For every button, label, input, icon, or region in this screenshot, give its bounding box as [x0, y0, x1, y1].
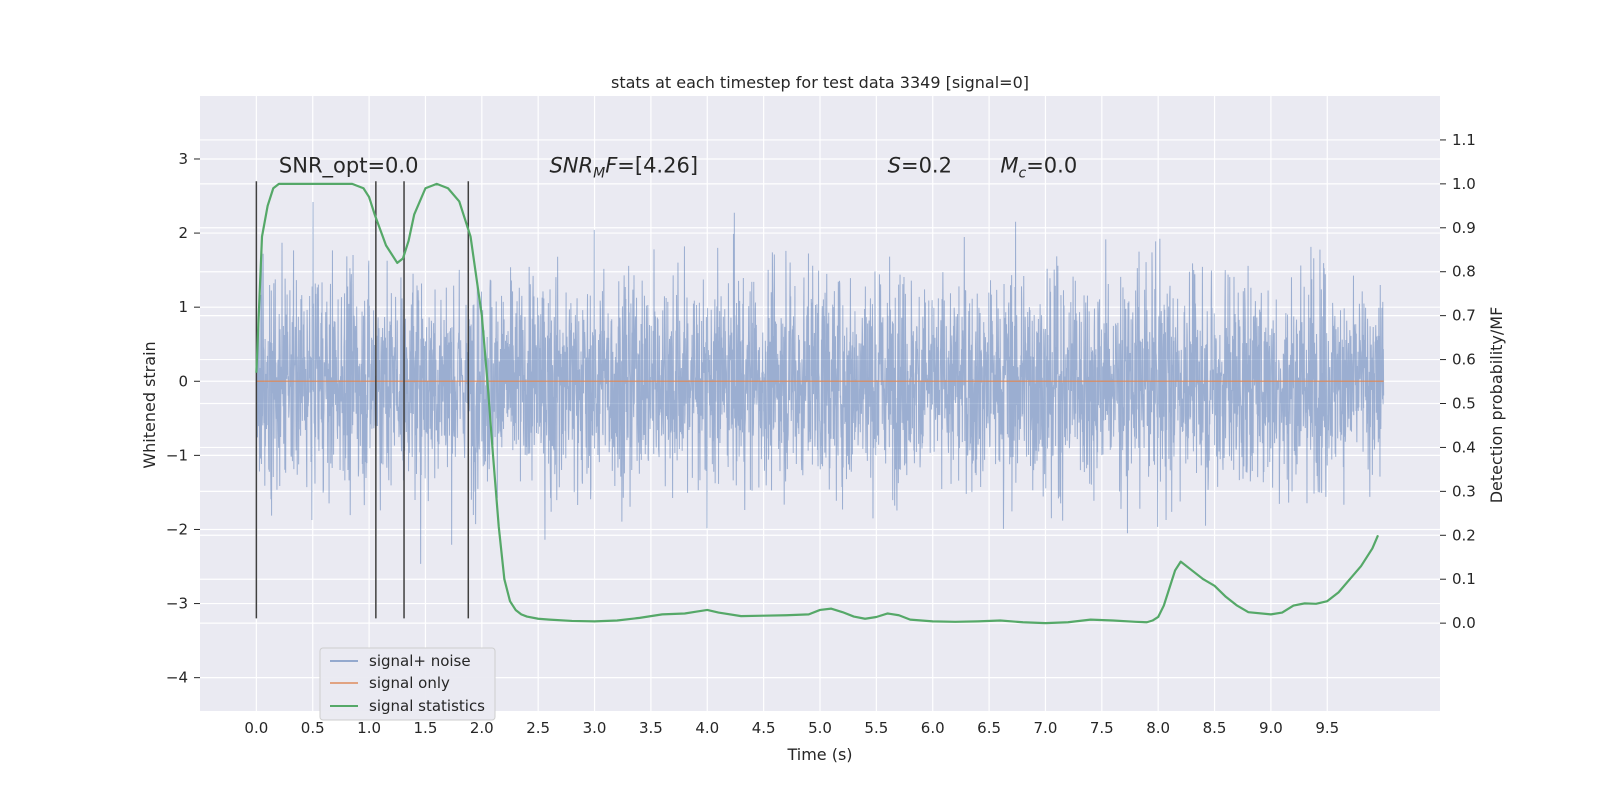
annotation-main: SNR	[549, 153, 593, 177]
y-left-tick-label: 2	[178, 224, 188, 242]
x-tick-label: 5.0	[808, 719, 832, 737]
y-left-tick-label: −1	[166, 446, 188, 464]
y-left-tick-label: −2	[166, 520, 188, 538]
x-tick-label: 2.0	[470, 719, 494, 737]
annotation-text: SNR_opt=0.0	[279, 153, 419, 178]
legend-box	[319, 647, 496, 721]
y-axis-right-label: Detection probability/MF	[1487, 307, 1506, 504]
annotation-main: S	[888, 153, 901, 177]
annotation-main: M	[1000, 153, 1018, 177]
x-tick-label: 0.0	[244, 719, 268, 737]
y-right-tick-label: 0.5	[1452, 395, 1476, 413]
x-tick-label: 0.5	[301, 719, 325, 737]
x-tick-label: 8.5	[1203, 719, 1227, 737]
y-right-tick-label: 0.0	[1452, 614, 1476, 632]
annotations: SNR_opt=0.0 SNRMF=[4.26] S=0.2 Mc=0.0	[279, 153, 1077, 181]
y-right-tick-label: 1.0	[1452, 175, 1476, 193]
annotation-suffix-italic: F	[605, 153, 618, 177]
y-right-tick-label: 1.1	[1452, 131, 1476, 149]
x-tick-label: 1.0	[357, 719, 381, 737]
x-tick-label: 6.5	[977, 719, 1001, 737]
y-left-tick-label: 0	[178, 372, 188, 390]
y-right-tick-label: 0.6	[1452, 351, 1476, 369]
x-tick-label: 7.5	[1090, 719, 1114, 737]
y-left-tick-label: 1	[178, 298, 188, 316]
y-right-tick-label: 0.9	[1452, 219, 1476, 237]
annotation-suffix: =0.0	[1026, 153, 1077, 177]
chart-title: stats at each timestep for test data 334…	[611, 73, 1029, 92]
x-tick-label: 4.5	[752, 719, 776, 737]
y-left-tick-label: 3	[178, 150, 188, 168]
x-tick-label: 9.0	[1259, 719, 1283, 737]
x-tick-label: 9.5	[1315, 719, 1339, 737]
annotation-subscript: c	[1018, 165, 1026, 181]
noise-line	[255, 201, 1385, 564]
annotation-main: SNR_opt=0.0	[279, 153, 419, 178]
y-left-tick-label: −3	[166, 595, 188, 613]
x-tick-label: 1.5	[414, 719, 438, 737]
annotation-subscript: M	[593, 165, 605, 181]
x-axis-label: Time (s)	[786, 745, 852, 764]
x-tick-label: 7.0	[1034, 719, 1058, 737]
y-left-tick-label: −4	[166, 669, 188, 687]
x-tick-label: 3.0	[583, 719, 607, 737]
x-tick-label: 5.5	[864, 719, 888, 737]
legend-label-signal-only: signal only	[369, 674, 450, 692]
y-right-tick-label: 0.2	[1452, 526, 1476, 544]
x-tick-label: 4.0	[695, 719, 719, 737]
vertical-markers	[255, 181, 470, 619]
x-tick-label: 3.5	[639, 719, 663, 737]
annotation-text: SNRMF=[4.26]	[549, 153, 698, 181]
annotation-suffix: =0.2	[901, 153, 952, 177]
y-right-tick-label: 0.8	[1452, 263, 1476, 281]
legend-label-signal-noise: signal+ noise	[369, 652, 471, 670]
y-right-tick-label: 0.7	[1452, 307, 1476, 325]
annotation-suffix: F=[4.26]	[605, 153, 698, 177]
y-right-tick-label: 0.1	[1452, 570, 1476, 588]
legend-label-signal-statistics: signal statistics	[369, 697, 485, 715]
x-tick-label: 2.5	[526, 719, 550, 737]
y-right-tick-label: 0.4	[1452, 438, 1476, 456]
x-tick-label: 6.0	[921, 719, 945, 737]
y-axis-left-label: Whitened strain	[140, 341, 159, 468]
signal-statistics-line	[255, 182, 1380, 625]
noise-series	[255, 201, 1385, 564]
y-right-tick-label: 0.3	[1452, 482, 1476, 500]
signal-statistics-series	[255, 182, 1380, 625]
tick-labels: 0.0 0.5 1.0 1.5 2.0 2.5 3.0 3.5 4.0 4.5 5.0 5.5 6.0 6…	[166, 131, 1476, 737]
x-tick-label: 8.0	[1146, 719, 1170, 737]
legend: signal+ noise signal only signal statist…	[319, 647, 496, 721]
annotation-text: Mc=0.0	[1000, 153, 1077, 181]
annotation-text: S=0.2	[888, 153, 952, 177]
